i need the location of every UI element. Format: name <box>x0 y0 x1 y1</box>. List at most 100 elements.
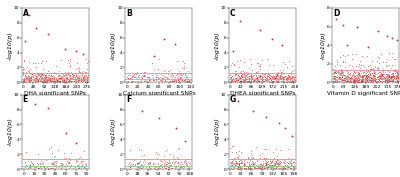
Point <box>238 150 244 153</box>
Point <box>36 162 43 165</box>
Point <box>172 160 178 162</box>
Point <box>22 73 28 76</box>
Point <box>361 78 367 81</box>
Point <box>166 164 172 167</box>
Point <box>72 79 78 81</box>
Point <box>42 77 48 80</box>
Point <box>339 77 345 80</box>
Point <box>158 165 165 168</box>
Point <box>66 78 72 80</box>
Point <box>232 164 238 167</box>
Point <box>386 78 392 81</box>
Point <box>370 75 376 78</box>
Point <box>273 160 279 163</box>
Point <box>333 79 339 82</box>
Point <box>364 78 370 81</box>
Point <box>46 74 53 76</box>
Point <box>67 75 73 78</box>
Point <box>364 78 371 81</box>
Point <box>178 78 184 81</box>
Point <box>266 76 273 79</box>
Point <box>371 74 377 77</box>
Point <box>375 72 381 75</box>
Y-axis label: -log10(p): -log10(p) <box>7 117 12 146</box>
Point <box>334 70 341 73</box>
Point <box>50 79 56 82</box>
Point <box>248 151 255 154</box>
Point <box>286 78 292 81</box>
Point <box>367 79 374 82</box>
Point <box>166 158 173 161</box>
Point <box>229 72 236 75</box>
Point <box>357 81 364 83</box>
Point <box>68 164 74 166</box>
Point <box>37 162 44 165</box>
Point <box>362 78 369 81</box>
Point <box>258 78 265 80</box>
Point <box>250 162 256 165</box>
Point <box>44 165 51 168</box>
Point <box>176 77 183 80</box>
Point <box>257 75 263 77</box>
Point <box>55 72 62 75</box>
Point <box>76 74 83 76</box>
Point <box>394 39 400 42</box>
Point <box>248 62 254 65</box>
Point <box>129 162 136 165</box>
Point <box>40 161 46 164</box>
Point <box>228 61 235 64</box>
Point <box>282 62 289 65</box>
Point <box>238 73 244 76</box>
Point <box>371 77 377 80</box>
Point <box>242 157 248 160</box>
Point <box>380 75 386 78</box>
Point <box>84 78 90 81</box>
Point <box>74 81 81 84</box>
Point <box>162 162 168 165</box>
Point <box>171 161 177 164</box>
Point <box>360 74 366 77</box>
Point <box>364 81 371 84</box>
Point <box>257 164 264 167</box>
Point <box>167 153 173 156</box>
Point <box>374 79 381 82</box>
Point <box>368 79 374 82</box>
Point <box>135 74 142 76</box>
Point <box>137 81 144 84</box>
Point <box>34 79 41 81</box>
Point <box>242 78 248 81</box>
Point <box>39 72 46 75</box>
Point <box>393 79 400 82</box>
Point <box>180 59 186 62</box>
Point <box>363 67 370 70</box>
Point <box>240 70 247 73</box>
Point <box>245 78 252 81</box>
Point <box>363 73 369 76</box>
Point <box>60 73 67 76</box>
Point <box>254 165 261 168</box>
Point <box>350 80 356 83</box>
Point <box>270 166 276 169</box>
Point <box>49 78 56 80</box>
Point <box>392 58 398 61</box>
Point <box>76 77 82 80</box>
Point <box>65 80 72 82</box>
Point <box>272 78 278 80</box>
Point <box>74 75 80 78</box>
Point <box>364 74 370 77</box>
Point <box>184 78 190 81</box>
Point <box>21 79 28 82</box>
Point <box>278 77 284 80</box>
Point <box>346 73 353 75</box>
Point <box>342 69 349 72</box>
Point <box>268 159 275 162</box>
Point <box>262 79 268 82</box>
Point <box>384 76 391 79</box>
Point <box>262 116 269 118</box>
Point <box>268 74 274 77</box>
Point <box>167 80 173 83</box>
Point <box>68 77 74 80</box>
Point <box>230 164 237 167</box>
Point <box>272 163 278 166</box>
Point <box>236 159 242 162</box>
